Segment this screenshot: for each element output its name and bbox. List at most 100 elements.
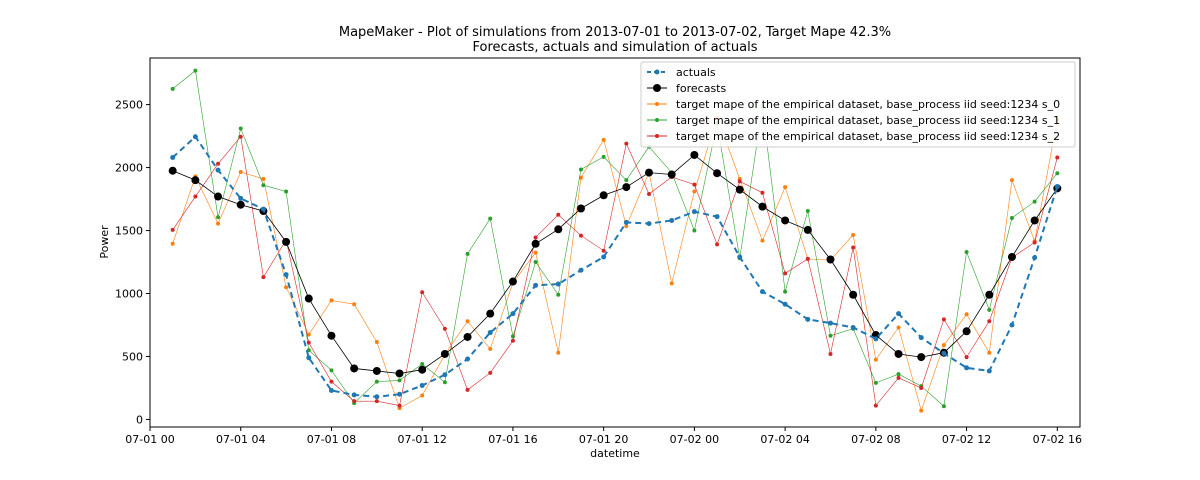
data-point [442, 380, 447, 385]
series-line [172, 135, 1059, 398]
data-point [759, 289, 765, 295]
data-point [1055, 155, 1060, 160]
data-point [554, 225, 563, 234]
x-tick-label: 07-02 12 [942, 433, 991, 446]
data-point [962, 327, 971, 336]
data-point [735, 185, 744, 194]
data-point [987, 350, 992, 355]
data-point [1032, 255, 1038, 261]
data-point [783, 271, 788, 276]
data-point [601, 154, 606, 159]
y-tick-label: 0 [136, 413, 143, 426]
data-point [576, 204, 585, 213]
data-point [508, 277, 517, 286]
data-point [896, 372, 901, 377]
data-point [238, 169, 243, 174]
data-point [465, 319, 470, 324]
data-point [306, 340, 311, 345]
data-point [395, 369, 404, 378]
data-point [327, 331, 336, 340]
data-point [918, 335, 924, 341]
data-point [760, 238, 765, 243]
data-point [351, 392, 357, 398]
data-point [352, 302, 357, 307]
series-2 [170, 115, 1060, 413]
data-point [647, 192, 652, 197]
legend-box [640, 61, 1076, 148]
data-point [284, 189, 289, 194]
data-point [420, 362, 425, 367]
data-point [442, 372, 448, 378]
data-point [170, 154, 176, 160]
y-tick-label: 2000 [115, 162, 143, 175]
y-tick-label: 1000 [115, 288, 143, 301]
data-point [669, 217, 675, 223]
data-point [236, 200, 245, 209]
data-point [803, 225, 812, 234]
legend-label: target mape of the empirical dataset, ba… [676, 98, 1060, 111]
data-point [917, 353, 926, 362]
data-point [214, 192, 223, 201]
y-tick-label: 2500 [115, 99, 143, 112]
data-point [261, 183, 266, 188]
data-point [306, 355, 312, 361]
data-point [599, 191, 608, 200]
data-point [170, 86, 175, 91]
chart-title: MapeMaker - Plot of simulations from 201… [339, 25, 891, 40]
data-point [238, 134, 243, 139]
legend-label: target mape of the empirical dataset, ba… [676, 114, 1060, 127]
x-tick-label: 07-01 16 [488, 433, 537, 446]
data-point [488, 216, 493, 221]
data-point [533, 235, 538, 240]
data-point [374, 399, 379, 404]
x-tick-label: 07-02 16 [1033, 433, 1082, 446]
data-point [329, 379, 334, 384]
data-point [487, 330, 493, 336]
data-point [397, 378, 402, 383]
data-point [350, 364, 359, 373]
data-point [805, 209, 810, 214]
data-point [238, 195, 244, 201]
x-tick-label: 07-01 04 [216, 433, 265, 446]
data-point [873, 336, 879, 342]
data-point [690, 150, 699, 159]
x-tick-label: 07-02 08 [851, 433, 900, 446]
data-point [851, 245, 856, 250]
data-point [1009, 178, 1014, 183]
data-point [578, 167, 583, 172]
data-point [622, 183, 631, 192]
data-point [941, 317, 946, 322]
data-point [624, 178, 629, 183]
data-point [374, 379, 379, 384]
data-point [782, 301, 788, 307]
data-point [987, 319, 992, 324]
data-point [760, 190, 765, 195]
data-point [964, 312, 969, 317]
data-point [873, 403, 878, 408]
y-axis: 0 500 1000 1500 2000 2500 [115, 99, 150, 426]
data-point [987, 307, 992, 312]
data-point [1030, 216, 1039, 225]
y-tick-label: 500 [122, 350, 143, 363]
data-point [216, 161, 221, 166]
data-point [896, 311, 902, 317]
legend: actuals forecasts target mape of the empir… [640, 61, 1076, 148]
data-point [850, 325, 856, 331]
data-point [985, 290, 994, 299]
data-point [465, 387, 470, 392]
data-point [964, 249, 969, 254]
data-point [1055, 171, 1060, 176]
legend-swatch-marker [655, 134, 659, 138]
legend-swatch-marker [655, 102, 659, 106]
data-point [374, 394, 380, 400]
data-point [941, 350, 947, 356]
data-point [645, 168, 654, 177]
data-point [170, 227, 175, 232]
data-point [715, 242, 720, 247]
legend-swatch-marker [655, 118, 659, 122]
data-point [329, 298, 334, 303]
data-point [418, 365, 427, 374]
data-point [486, 309, 495, 318]
data-point [692, 182, 697, 187]
